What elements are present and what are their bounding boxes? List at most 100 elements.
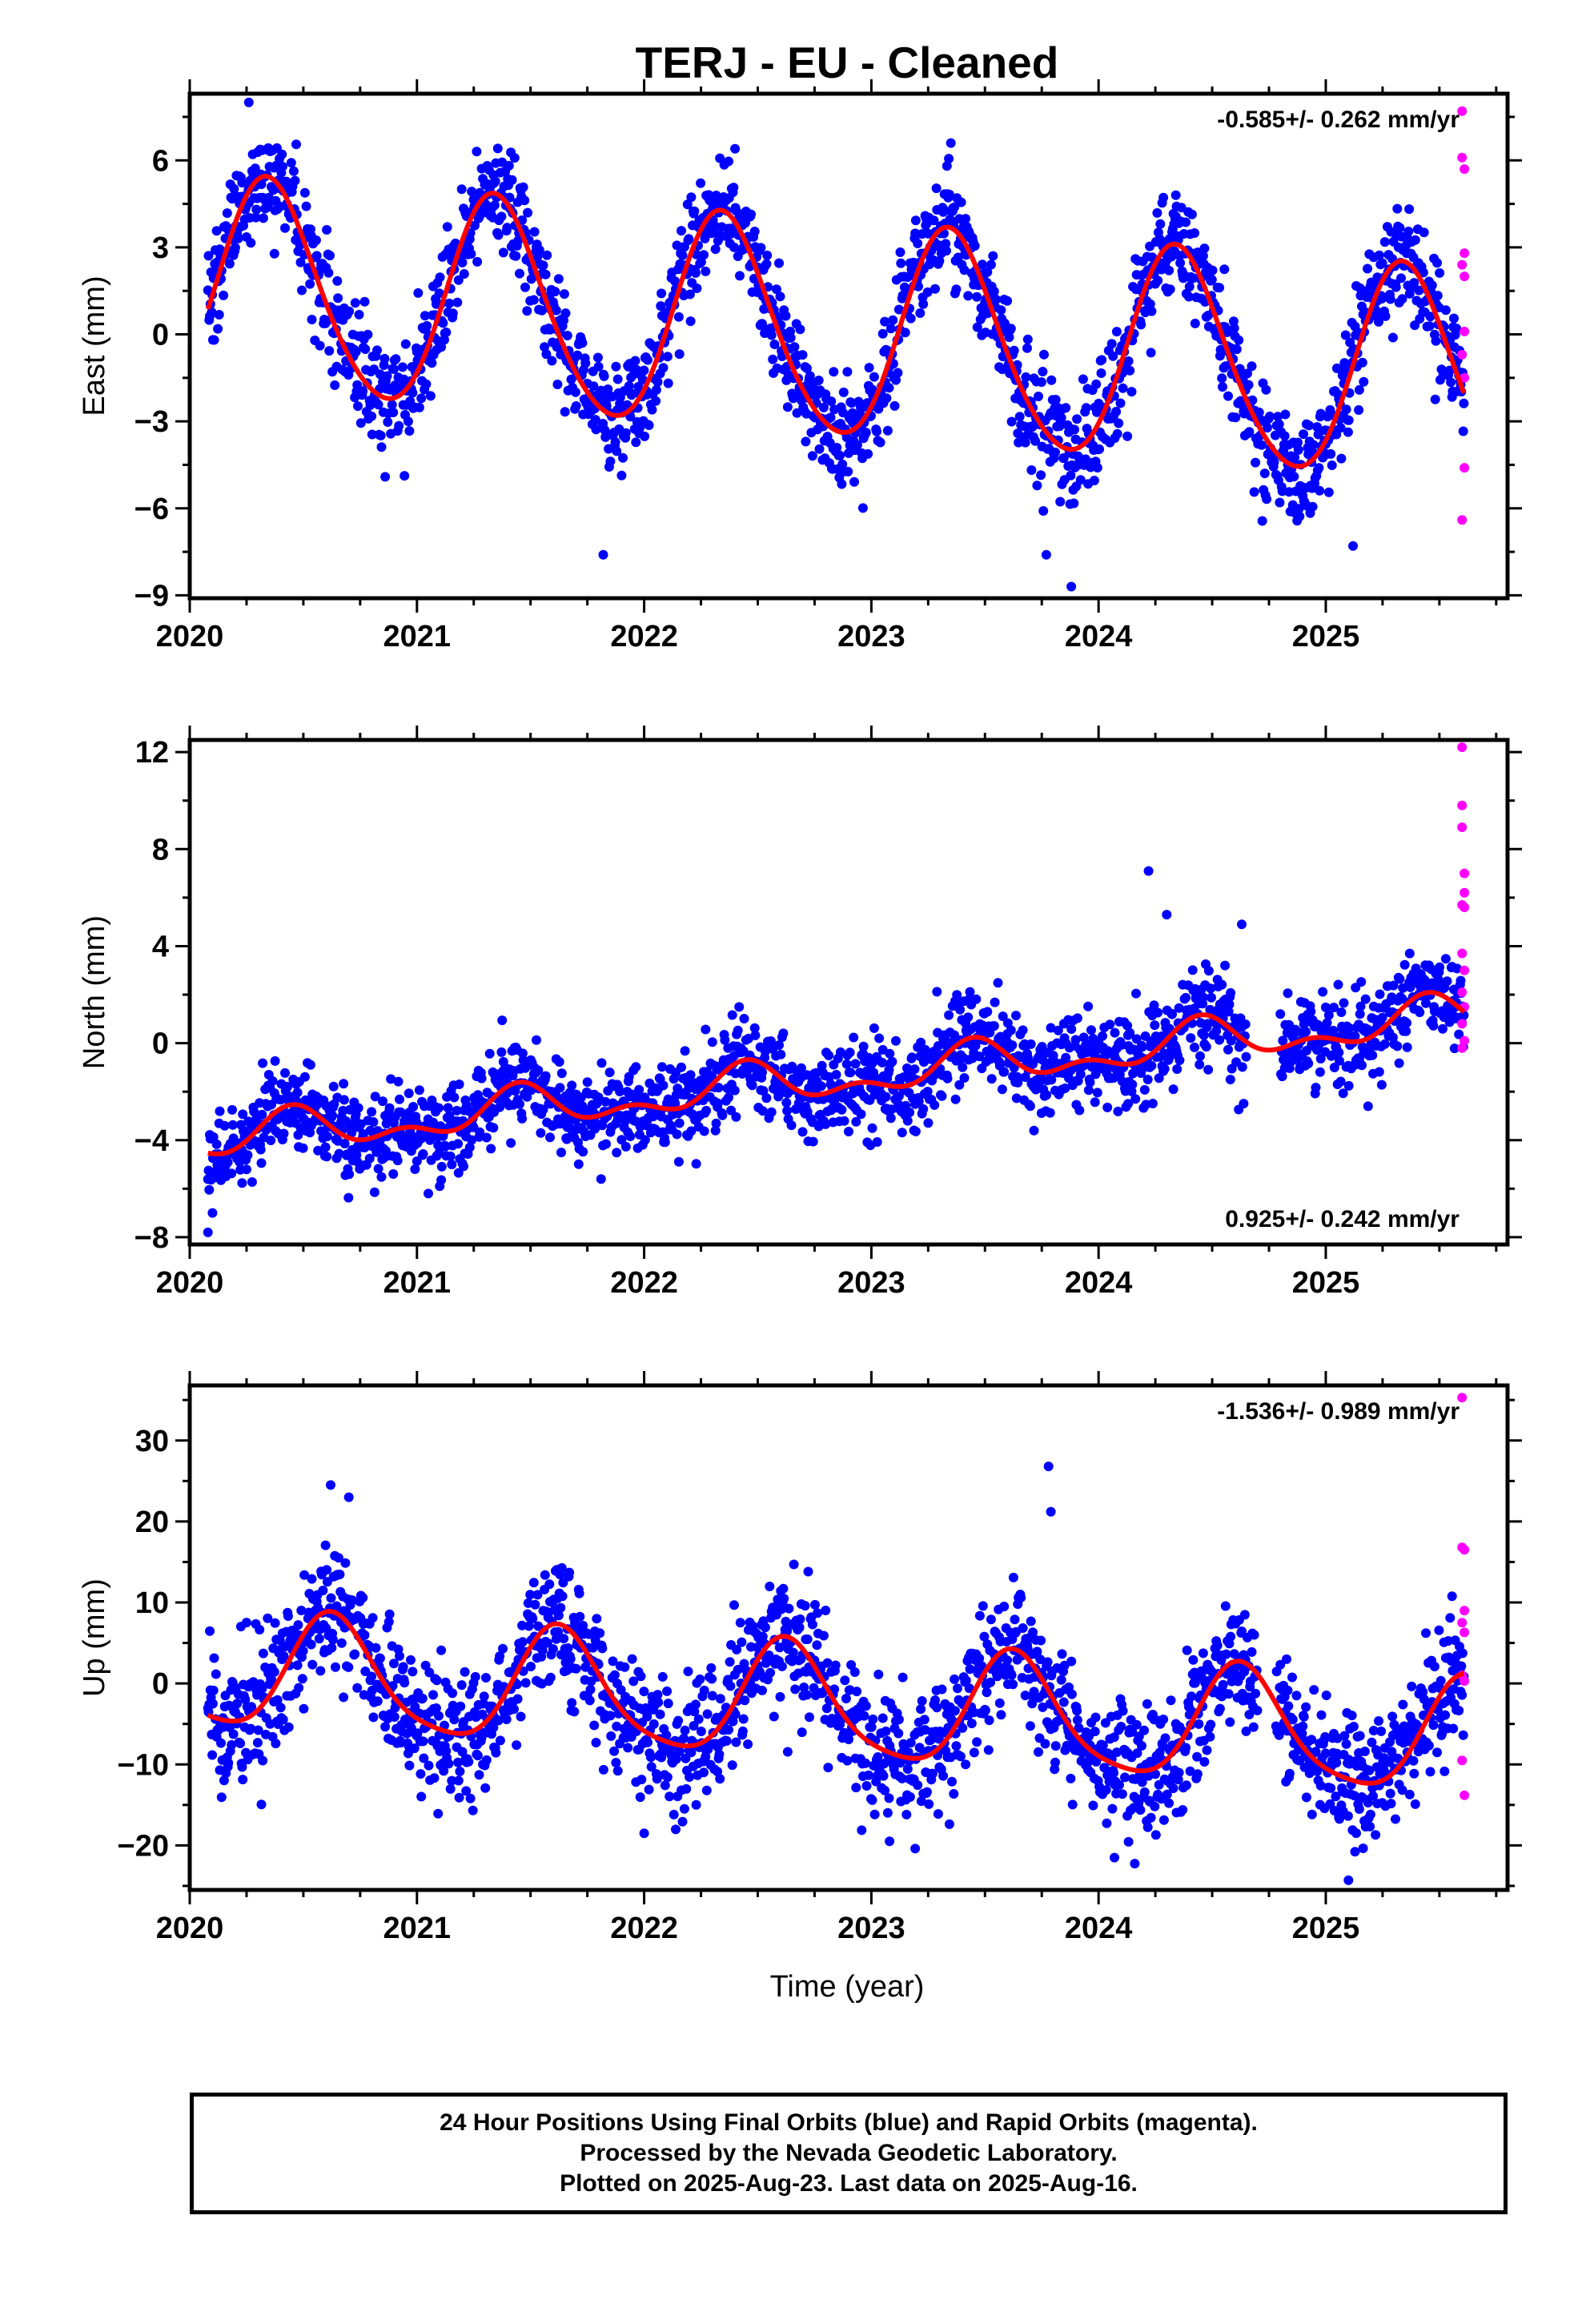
- final-orbit-point: [1199, 243, 1210, 254]
- final-orbit-point: [870, 1073, 881, 1084]
- final-orbit-point: [464, 1142, 475, 1152]
- final-orbit-point: [929, 215, 939, 226]
- final-orbit-point: [582, 1077, 592, 1088]
- final-orbit-point: [850, 1059, 861, 1069]
- final-orbit-point: [807, 1619, 817, 1630]
- final-orbit-point: [684, 234, 694, 244]
- final-orbit-point: [1444, 365, 1455, 376]
- final-orbit-point: [1294, 504, 1304, 514]
- final-orbit-point: [504, 160, 514, 171]
- final-orbit-point: [292, 1660, 303, 1671]
- final-orbit-point: [999, 1067, 1010, 1077]
- final-orbit-point: [606, 1731, 616, 1741]
- final-orbit-point: [1111, 327, 1122, 337]
- final-orbit-point: [347, 1595, 357, 1606]
- final-orbit-point: [322, 1152, 332, 1162]
- final-orbit-point: [307, 1659, 318, 1670]
- final-orbit-point: [733, 1664, 743, 1675]
- final-orbit-point: [492, 143, 503, 154]
- final-orbit-point: [1092, 1088, 1102, 1098]
- final-orbit-point: [1174, 1055, 1185, 1065]
- final-orbit-point: [749, 1023, 760, 1033]
- final-orbit-point: [379, 353, 390, 364]
- final-orbit-point: [646, 1762, 656, 1772]
- final-orbit-point: [822, 1658, 833, 1668]
- final-orbit-point: [360, 344, 371, 354]
- final-orbit-point: [372, 345, 382, 356]
- final-orbit-point: [498, 247, 508, 258]
- final-orbit-point: [1269, 457, 1279, 467]
- final-orbit-point: [400, 471, 410, 481]
- final-orbit-point: [327, 1111, 338, 1120]
- final-orbit-point: [674, 1118, 685, 1128]
- final-orbit-point: [1195, 1051, 1205, 1061]
- final-orbit-point: [1259, 468, 1270, 479]
- final-orbit-point: [520, 195, 530, 206]
- final-orbit-point: [475, 1127, 485, 1137]
- final-orbit-point: [334, 1148, 344, 1159]
- final-orbit-point: [524, 1621, 534, 1631]
- final-orbit-point: [673, 1715, 684, 1726]
- final-orbit-point: [1090, 1097, 1100, 1108]
- x-tick-label: 2024: [1065, 620, 1133, 653]
- final-orbit-point: [769, 1711, 779, 1722]
- final-orbit-point: [554, 1057, 564, 1067]
- final-orbit-point: [263, 1613, 273, 1623]
- final-orbit-point: [343, 1192, 354, 1203]
- final-orbit-point: [620, 428, 631, 438]
- final-orbit-point: [814, 444, 825, 454]
- final-orbit-point: [384, 1609, 395, 1619]
- final-orbit-point: [496, 1047, 507, 1057]
- final-orbit-point: [433, 1808, 444, 1819]
- final-orbit-point: [1009, 345, 1019, 356]
- final-orbit-point: [1239, 1099, 1249, 1109]
- final-orbit-point: [1111, 407, 1122, 416]
- final-orbit-point: [480, 1783, 491, 1793]
- final-orbit-point: [643, 355, 652, 365]
- rapid-orbit-point: [1460, 903, 1470, 912]
- final-orbit-point: [656, 1752, 667, 1763]
- final-orbit-point: [752, 1642, 762, 1652]
- final-orbit-point: [620, 1141, 631, 1152]
- final-orbit-point: [367, 411, 377, 421]
- final-orbit-point: [479, 1691, 489, 1702]
- final-orbit-point: [1290, 452, 1300, 463]
- final-orbit-point: [388, 1169, 399, 1179]
- final-orbit-point: [208, 1132, 219, 1142]
- final-orbit-point: [643, 1737, 652, 1747]
- final-orbit-point: [795, 1614, 805, 1624]
- final-orbit-point: [777, 1661, 787, 1671]
- final-orbit-point: [320, 1142, 331, 1152]
- final-orbit-point: [578, 1147, 588, 1157]
- final-orbit-point: [395, 1094, 404, 1104]
- final-orbit-point: [457, 257, 468, 267]
- final-orbit-point: [837, 459, 848, 469]
- final-orbit-point: [1022, 343, 1032, 353]
- final-orbit-point: [683, 1667, 693, 1677]
- final-orbit-point: [1318, 987, 1328, 997]
- final-orbit-point: [1083, 1001, 1094, 1011]
- final-orbit-point: [545, 1132, 555, 1143]
- final-orbit-point: [600, 1096, 611, 1107]
- final-orbit-point: [1312, 422, 1323, 432]
- final-orbit-point: [634, 1084, 644, 1095]
- final-orbit-point: [397, 362, 408, 372]
- final-orbit-point: [1339, 998, 1349, 1008]
- final-orbit-point: [1356, 977, 1367, 987]
- final-orbit-point: [1432, 291, 1443, 301]
- final-orbit-point: [467, 1135, 477, 1145]
- final-orbit-point: [867, 1123, 877, 1133]
- final-orbit-point: [393, 1076, 404, 1087]
- final-orbit-point: [998, 1011, 1008, 1022]
- final-orbit-point: [383, 1617, 394, 1627]
- final-orbit-point: [556, 1068, 567, 1079]
- final-orbit-point: [542, 250, 552, 260]
- final-orbit-point: [1050, 447, 1060, 457]
- final-orbit-point: [448, 1688, 458, 1699]
- east-rate-label: -0.585+/- 0.262 mm/yr: [1217, 107, 1460, 133]
- final-orbit-point: [589, 1720, 600, 1731]
- final-orbit-point: [1409, 278, 1419, 288]
- final-orbit-point: [680, 1725, 690, 1735]
- final-orbit-point: [540, 1570, 550, 1580]
